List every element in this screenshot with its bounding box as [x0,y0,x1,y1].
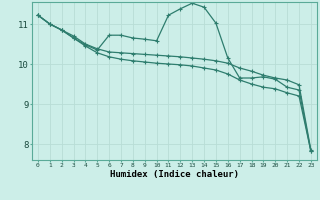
X-axis label: Humidex (Indice chaleur): Humidex (Indice chaleur) [110,170,239,179]
